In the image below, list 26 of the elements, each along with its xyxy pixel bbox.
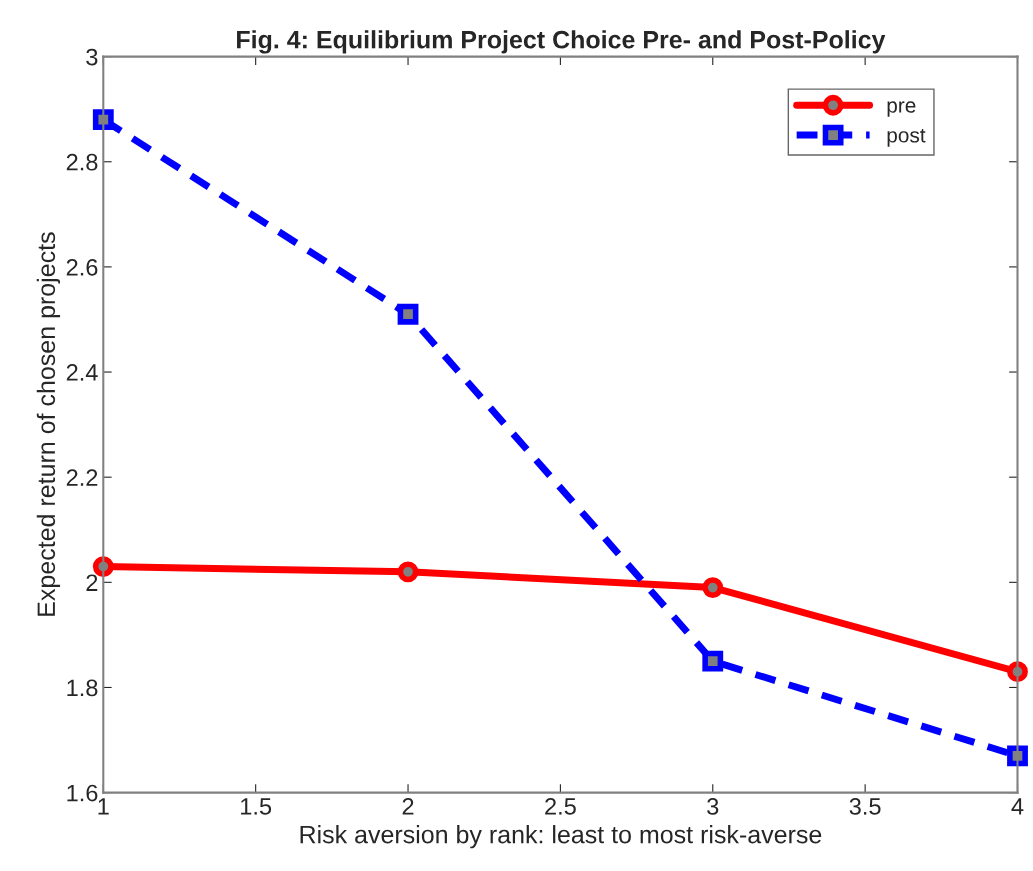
- x-tick-label: 3: [707, 798, 719, 815]
- point: [92, 109, 114, 131]
- x-axis-title: Risk aversion by rank: least to most risk-averse: [300, 825, 822, 849]
- y-axis-title: Expected return of chosen projects: [36, 232, 61, 616]
- chart-title: Fig. 4: Equilibrium Project Choice Pre- and Post-Policy: [237, 30, 886, 54]
- y-tick-label: 1.6: [67, 784, 98, 802]
- legend-label: pre: [887, 101, 916, 117]
- point: [702, 650, 724, 672]
- y-tick-label: 3: [86, 48, 98, 66]
- x-tick-label: 2: [402, 798, 414, 815]
- x-tick-label: 2.5: [545, 798, 576, 815]
- y-tick-label: 2: [86, 574, 98, 591]
- x-tick-label: 1.5: [241, 798, 272, 815]
- point: [1007, 745, 1028, 767]
- point: [397, 303, 419, 325]
- point: [702, 577, 724, 598]
- y-tick-label: 2.2: [66, 469, 98, 486]
- x-tick-label: 3.5: [849, 798, 881, 815]
- y-tick-label: 2.8: [66, 153, 98, 171]
- y-tick-label: 2.6: [66, 258, 98, 276]
- x-tick-label: 4: [1011, 798, 1024, 815]
- y-tick-label: 1.8: [67, 679, 98, 697]
- y-tick-label: 2.4: [66, 364, 98, 381]
- legend-label: post: [887, 128, 926, 147]
- point: [397, 561, 419, 583]
- x-tick-label: 1: [98, 798, 109, 815]
